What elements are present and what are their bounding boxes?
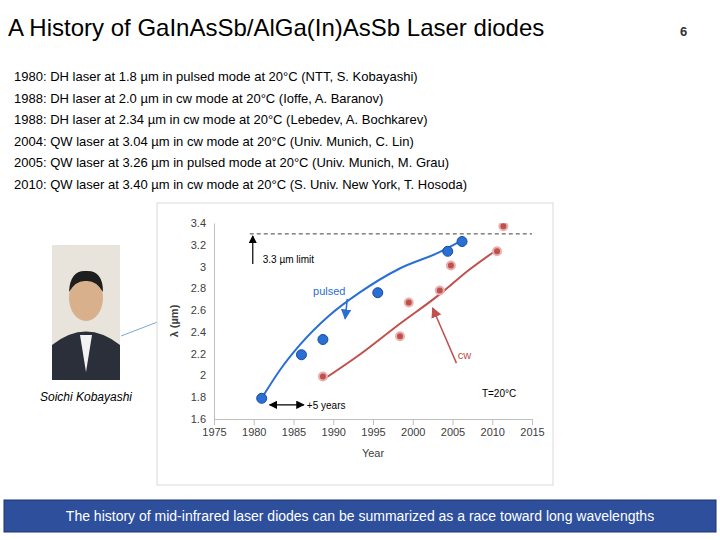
- tick-label: 1985: [282, 426, 306, 438]
- point-pulsed: [318, 335, 328, 345]
- tick: 2: [200, 369, 214, 381]
- chart-area: [157, 203, 553, 485]
- point-cw: [447, 261, 455, 269]
- photo-hair: [69, 271, 103, 292]
- tick-label: 1995: [361, 426, 385, 438]
- temperature-label: T=20°C: [482, 388, 516, 399]
- tick-mark: [333, 419, 334, 425]
- point-pulsed: [373, 288, 383, 298]
- tick-label: 2.6: [191, 304, 206, 316]
- tick-label: 1.8: [191, 391, 206, 403]
- point-cw: [499, 223, 507, 230]
- tick: 2.6: [191, 304, 214, 316]
- tick: 2015: [520, 419, 544, 438]
- tick: 3.4: [191, 217, 214, 229]
- tick-mark: [492, 419, 493, 425]
- tick: 2010: [481, 419, 505, 438]
- tick: 2005: [441, 419, 465, 438]
- series-arrow: [433, 308, 457, 363]
- tick-label: 3.2: [191, 239, 206, 251]
- point-pulsed: [296, 350, 306, 360]
- summary-banner: [4, 500, 716, 532]
- summary-text: The history of mid-infrared laser diodes…: [66, 508, 654, 524]
- tick-mark: [214, 419, 215, 425]
- point-cw: [405, 298, 413, 306]
- tick-mark: [373, 419, 374, 425]
- tick-label: 3.4: [191, 217, 206, 229]
- tick: 2.8: [191, 282, 214, 294]
- point-pulsed: [457, 237, 467, 247]
- x-axis: 1975 1980 1985 1990 1995 2000 2005 2010 2015: [202, 419, 544, 438]
- tick: 3: [200, 261, 214, 273]
- tick: 1990: [322, 419, 346, 438]
- y-axis: 1.6 1.8 2 2.2 2.4 2.6 2.8 3 3.2 3.4: [191, 217, 215, 425]
- tick-label: 2010: [481, 426, 505, 438]
- limit-arrow: [252, 236, 253, 264]
- tick: 2.4: [191, 326, 214, 338]
- point-cw: [396, 332, 404, 340]
- slide-title: A History of GaInAsSb/AlGa(In)AsSb Laser…: [8, 14, 544, 41]
- plot: [250, 223, 532, 403]
- tick-mark: [294, 419, 295, 425]
- point-cw: [319, 373, 327, 381]
- slide: A History of GaInAsSb/AlGa(In)AsSb Laser…: [0, 0, 720, 540]
- tick-label: 2005: [441, 426, 465, 438]
- tick-label: 1975: [202, 426, 226, 438]
- x-axis-title: Year: [362, 447, 385, 459]
- tick: 2.2: [191, 348, 214, 360]
- tick: 3.2: [191, 239, 214, 251]
- limit-label: 3.3 µm limit: [263, 254, 315, 265]
- trend-line: [323, 250, 496, 380]
- tick-label: 2.4: [191, 326, 206, 338]
- tick: 1980: [242, 419, 266, 438]
- tick-label: 1990: [322, 426, 346, 438]
- tick-mark: [453, 419, 454, 425]
- series-arrow: [345, 299, 347, 319]
- tick-label: 2: [200, 369, 206, 381]
- point-cw: [436, 287, 444, 295]
- limit-line: [250, 233, 532, 234]
- shift-label: +5 years: [307, 400, 346, 411]
- history-line: 2004: QW laser at 3.04 µm in cw mode at …: [14, 134, 414, 149]
- tick-mark: [254, 419, 255, 425]
- tick-label: 1.6: [191, 413, 206, 425]
- history-line: 1988: DH laser at 2.0 µm in cw mode at 2…: [14, 91, 383, 106]
- history-line: 2005: QW laser at 3.26 µm in pulsed mode…: [14, 155, 449, 170]
- photo-bg: [52, 245, 120, 380]
- photo-shirt: [80, 335, 92, 372]
- tick-label: 1980: [242, 426, 266, 438]
- point-cw: [493, 247, 501, 255]
- history-line: 2010: QW laser at 3.40 µm in cw mode at …: [14, 177, 467, 192]
- photo: [52, 245, 120, 380]
- tick-label: 2.2: [191, 348, 206, 360]
- tick-mark: [413, 419, 414, 425]
- photo-suit: [52, 332, 120, 381]
- tick-mark: [532, 419, 533, 425]
- page-number: 6: [680, 24, 687, 39]
- tick-label: 2000: [401, 426, 425, 438]
- point-pulsed: [257, 393, 267, 403]
- tick: 1985: [282, 419, 306, 438]
- tick-label: 3: [200, 261, 206, 273]
- y-axis-title: λ (µm): [168, 304, 180, 337]
- series-label: cw: [458, 349, 472, 361]
- tick: 1.8: [191, 391, 214, 403]
- tick: 1995: [361, 419, 385, 438]
- tick-label: 2015: [520, 426, 544, 438]
- trend-line: [262, 240, 462, 398]
- series-label: pulsed: [313, 285, 345, 297]
- photo-caption: Soichi Kobayashi: [40, 390, 132, 404]
- axis-line: [214, 224, 215, 420]
- tick: 1.6: [191, 413, 214, 425]
- tick-label: 2.8: [191, 282, 206, 294]
- history-line: 1980: DH laser at 1.8 µm in pulsed mode …: [14, 69, 418, 84]
- tick: 2000: [401, 419, 425, 438]
- history-line: 1988: DH laser at 2.34 µm in cw mode at …: [14, 112, 428, 127]
- point-pulsed: [443, 246, 453, 256]
- shift-arrow: [270, 404, 304, 405]
